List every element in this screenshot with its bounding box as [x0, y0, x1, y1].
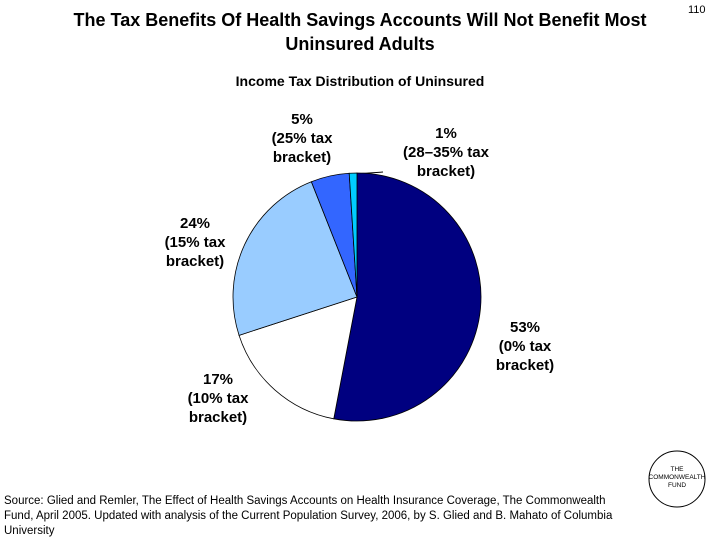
page-number: 110 — [688, 4, 706, 16]
logo: THE COMMONWEALTH FUND — [648, 466, 706, 489]
chart-subtitle: Income Tax Distribution of Uninsured — [235, 73, 485, 89]
value-label: 5% — [291, 111, 313, 128]
category-label: (10% tax bracket) — [187, 390, 249, 426]
slice-label: 5% (25% tax bracket) — [252, 110, 352, 167]
category-label: (28–35% tax bracket) — [403, 144, 489, 180]
pie-slice — [238, 296, 358, 420]
value-label: 53% — [509, 319, 541, 336]
slice-label: 53% (0% tax bracket) — [470, 318, 580, 375]
value-label: 17% — [202, 371, 234, 388]
slice-label: 24% (15% tax bracket) — [140, 214, 250, 271]
slice-label: 1% (28–35% tax bracket) — [380, 124, 512, 181]
value-label: 24% — [179, 215, 211, 232]
source-note: Source: Glied and Remler, The Effect of … — [4, 495, 613, 537]
pie-slice — [232, 181, 358, 336]
chart-title: The Tax Benefits Of Health Savings Accou… — [73, 10, 647, 54]
logo-circle — [648, 450, 706, 508]
slice-label: 17% (10% tax bracket) — [160, 370, 276, 427]
pie-slice — [333, 172, 482, 422]
category-label: (0% tax bracket) — [495, 338, 555, 374]
pie-slice — [348, 172, 358, 298]
category-label: (25% tax bracket) — [271, 130, 333, 166]
value-label: 1% — [435, 125, 457, 142]
category-label: (15% tax bracket) — [164, 234, 226, 270]
